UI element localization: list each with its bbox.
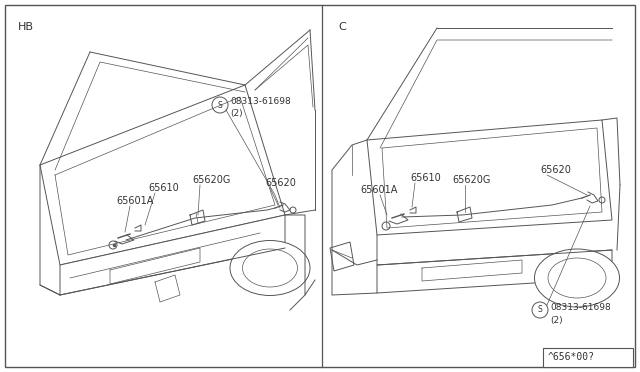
Text: S: S	[538, 305, 542, 314]
Text: (2): (2)	[230, 109, 243, 118]
Ellipse shape	[230, 241, 310, 295]
Ellipse shape	[243, 249, 298, 287]
Text: 08313-61698: 08313-61698	[550, 302, 611, 311]
Text: C: C	[338, 22, 346, 32]
Polygon shape	[40, 85, 285, 265]
Polygon shape	[60, 215, 285, 295]
Text: ^656*00?: ^656*00?	[548, 352, 595, 362]
Text: 65620: 65620	[265, 178, 296, 188]
Text: 08313-61698: 08313-61698	[230, 96, 291, 106]
Text: (2): (2)	[550, 315, 563, 324]
Text: 65610: 65610	[148, 183, 179, 193]
Text: S: S	[218, 100, 222, 109]
Text: 65601A: 65601A	[116, 196, 154, 206]
Text: HB: HB	[18, 22, 34, 32]
Polygon shape	[330, 242, 354, 271]
Polygon shape	[367, 120, 612, 235]
Ellipse shape	[534, 249, 620, 307]
Text: 65620: 65620	[540, 165, 571, 175]
Ellipse shape	[548, 258, 606, 298]
Text: 65620G: 65620G	[452, 175, 490, 185]
Bar	[543, 348, 633, 367]
Text: 65610: 65610	[410, 173, 441, 183]
Text: 65601A: 65601A	[360, 185, 397, 195]
Polygon shape	[377, 250, 612, 293]
Text: 65620G: 65620G	[192, 175, 230, 185]
